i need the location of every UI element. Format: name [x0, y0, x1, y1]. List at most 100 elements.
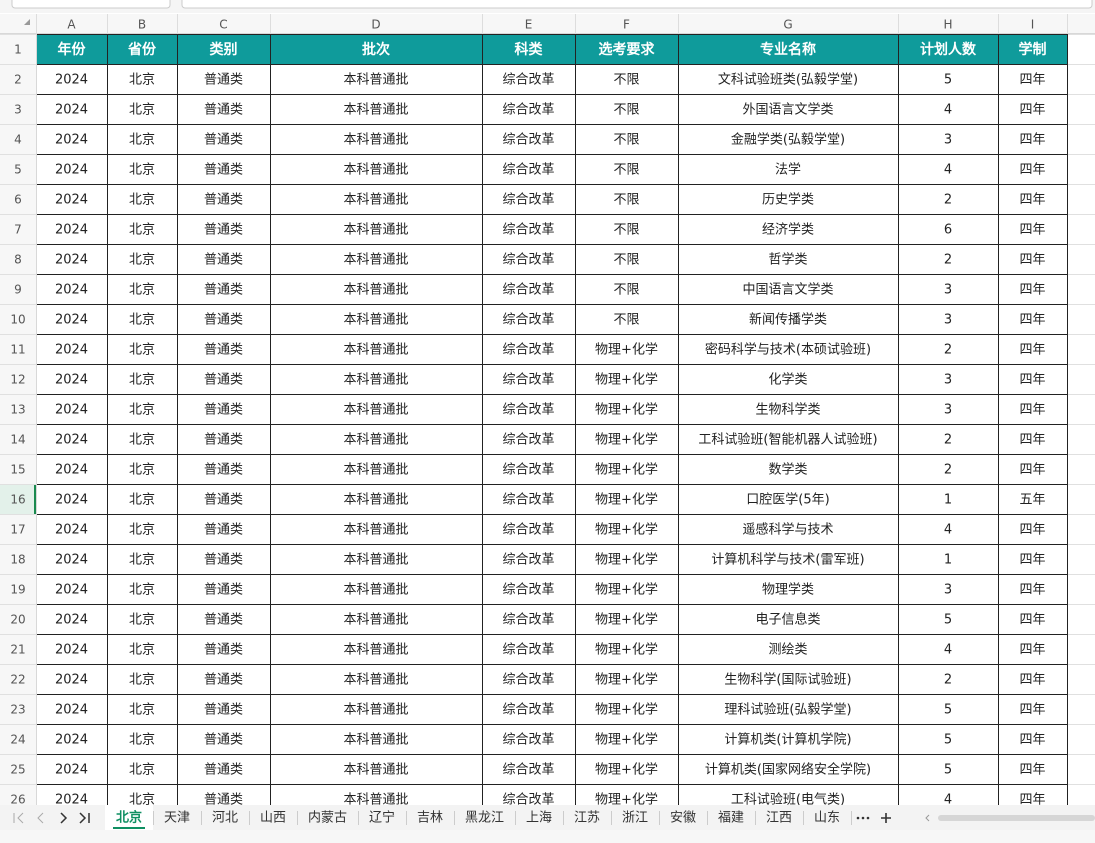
sheet-tab[interactable]: 内蒙古 — [308, 810, 347, 826]
name-box[interactable] — [11, 0, 171, 9]
table-header-cell[interactable]: 批次 — [362, 41, 390, 58]
row-number[interactable]: 15 — [10, 463, 25, 477]
table-cell[interactable]: 历史学类 — [762, 192, 814, 208]
table-cell[interactable]: 本科普通批 — [343, 163, 408, 178]
sheet-tab[interactable]: 上海 — [526, 811, 552, 826]
table-cell[interactable]: 2024 — [55, 643, 88, 658]
table-cell[interactable]: 普通类 — [204, 703, 243, 718]
table-cell[interactable]: 不限 — [613, 73, 639, 88]
table-cell[interactable]: 遥感科学与技术 — [742, 522, 833, 538]
table-cell[interactable]: 北京 — [129, 583, 155, 598]
table-cell[interactable]: 普通类 — [204, 523, 243, 538]
active-tab-bg[interactable] — [105, 805, 153, 830]
table-cell[interactable]: 计算机科学与技术(雷军班) — [711, 552, 864, 568]
table-cell[interactable]: 2024 — [55, 373, 88, 388]
table-cell[interactable]: 综合改革 — [502, 493, 554, 508]
table-cell[interactable]: 5 — [944, 73, 952, 88]
table-cell[interactable]: 普通类 — [204, 283, 243, 298]
table-cell[interactable]: 普通类 — [204, 643, 243, 658]
table-cell[interactable]: 物理+化学 — [595, 792, 658, 808]
table-cell[interactable]: 普通类 — [204, 673, 243, 688]
table-cell[interactable]: 普通类 — [204, 253, 243, 268]
sheet-tab[interactable]: 安徽 — [670, 811, 696, 826]
row-number[interactable]: 14 — [10, 433, 25, 447]
table-cell[interactable]: 不限 — [613, 223, 639, 238]
table-cell[interactable]: 物理+化学 — [595, 582, 658, 598]
row-number[interactable]: 26 — [10, 793, 25, 807]
column-letter[interactable]: D — [371, 18, 380, 32]
sheet-tab[interactable]: 山西 — [260, 811, 286, 826]
sheet-tab[interactable]: 北京 — [116, 810, 142, 826]
table-cell[interactable]: 不限 — [613, 133, 639, 148]
table-cell[interactable]: 新闻传播学类 — [749, 312, 827, 328]
table-cell[interactable]: 本科普通批 — [343, 103, 408, 118]
table-cell[interactable]: 电子信息类 — [755, 612, 820, 628]
table-cell[interactable]: 综合改革 — [502, 193, 554, 208]
table-cell[interactable]: 经济学类 — [762, 222, 814, 238]
table-cell[interactable]: 物理+化学 — [595, 342, 658, 358]
table-cell[interactable]: 四年 — [1019, 133, 1045, 148]
table-cell[interactable]: 综合改革 — [502, 643, 554, 658]
table-cell[interactable]: 普通类 — [204, 343, 243, 358]
table-cell[interactable]: 本科普通批 — [343, 283, 408, 298]
sheet-tab[interactable]: 天津 — [164, 811, 190, 826]
table-cell[interactable]: 物理+化学 — [595, 372, 658, 388]
row-number[interactable]: 9 — [14, 283, 22, 297]
formula-bar[interactable] — [181, 0, 1093, 9]
scroll-left-btn[interactable] — [925, 814, 930, 822]
table-cell[interactable]: 生物科学类 — [755, 402, 820, 418]
table-cell[interactable]: 2024 — [55, 673, 88, 688]
table-cell[interactable]: 本科普通批 — [343, 733, 408, 748]
table-cell[interactable]: 物理+化学 — [595, 402, 658, 418]
table-cell[interactable]: 本科普通批 — [343, 463, 408, 478]
column-letter[interactable]: F — [623, 18, 630, 32]
table-cell[interactable]: 综合改革 — [502, 343, 554, 358]
sheet-tab[interactable]: 吉林 — [417, 811, 443, 826]
table-header-cell[interactable]: 选考要求 — [599, 41, 656, 58]
table-cell[interactable]: 综合改革 — [502, 403, 554, 418]
table-cell[interactable]: 北京 — [129, 643, 155, 658]
table-cell[interactable]: 3 — [944, 283, 952, 298]
table-cell[interactable]: 2024 — [55, 523, 88, 538]
row-number[interactable]: 2 — [14, 73, 22, 87]
table-cell[interactable]: 北京 — [129, 283, 155, 298]
table-cell[interactable]: 四年 — [1019, 403, 1045, 418]
table-cell[interactable]: 口腔医学(5年) — [746, 492, 829, 508]
sheet-tab[interactable]: 浙江 — [622, 811, 648, 826]
table-cell[interactable]: 物理+化学 — [595, 522, 658, 538]
table-cell[interactable]: 2 — [944, 343, 952, 358]
table-cell[interactable]: 3 — [944, 583, 952, 598]
table-header-cell[interactable]: 年份 — [58, 41, 87, 58]
table-cell[interactable]: 北京 — [129, 553, 155, 568]
row-number[interactable]: 10 — [10, 313, 25, 327]
table-cell[interactable]: 北京 — [129, 463, 155, 478]
table-cell[interactable]: 1 — [944, 493, 952, 508]
table-cell[interactable]: 2024 — [55, 493, 88, 508]
table-cell[interactable]: 本科普通批 — [343, 643, 408, 658]
table-cell[interactable]: 普通类 — [204, 313, 243, 328]
table-cell[interactable]: 不限 — [613, 313, 639, 328]
table-cell[interactable]: 本科普通批 — [343, 793, 408, 808]
table-cell[interactable]: 综合改革 — [502, 433, 554, 448]
table-cell[interactable]: 普通类 — [204, 373, 243, 388]
column-letter[interactable]: G — [783, 18, 792, 32]
table-cell[interactable]: 物理+化学 — [595, 672, 658, 688]
table-cell[interactable]: 北京 — [129, 103, 155, 118]
table-cell[interactable]: 4 — [944, 793, 952, 808]
row-number[interactable]: 8 — [14, 253, 22, 267]
table-cell[interactable]: 2 — [944, 673, 952, 688]
table-cell[interactable]: 综合改革 — [502, 583, 554, 598]
table-cell[interactable]: 本科普通批 — [343, 223, 408, 238]
table-cell[interactable]: 2024 — [55, 163, 88, 178]
table-cell[interactable]: 北京 — [129, 343, 155, 358]
table-cell[interactable]: 本科普通批 — [343, 253, 408, 268]
table-cell[interactable]: 物理+化学 — [595, 762, 658, 778]
table-cell[interactable]: 4 — [944, 103, 952, 118]
table-cell[interactable]: 普通类 — [204, 433, 243, 448]
table-cell[interactable]: 理科试验班(弘毅学堂) — [724, 702, 851, 718]
table-cell[interactable]: 四年 — [1019, 463, 1045, 478]
table-cell[interactable]: 普通类 — [204, 493, 243, 508]
table-cell[interactable]: 2024 — [55, 613, 88, 628]
table-cell[interactable]: 测绘类 — [768, 643, 807, 658]
table-cell[interactable]: 普通类 — [204, 103, 243, 118]
